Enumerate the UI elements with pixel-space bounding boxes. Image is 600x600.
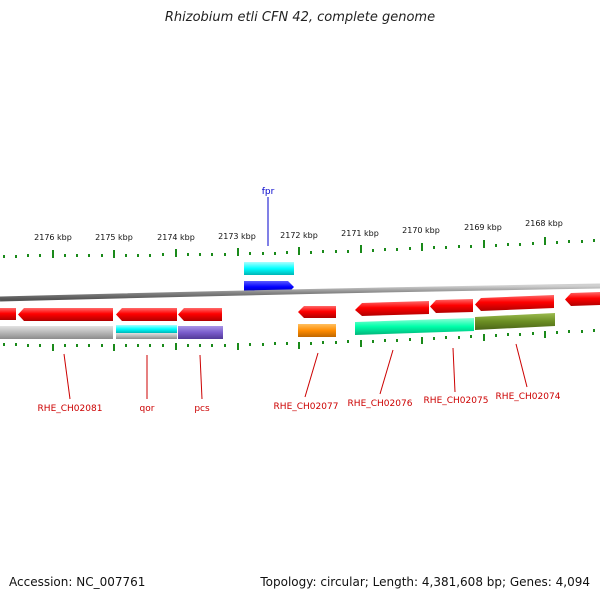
- rhe-ch02077-feature-box[interactable]: [298, 324, 336, 337]
- feature-boxes: [0, 313, 555, 339]
- lower-scale-ticks: [3, 329, 595, 351]
- scale-label-2170kbp: 2170 kbp: [402, 226, 440, 235]
- rhe-ch02074-leader-line: [515, 343, 528, 388]
- gene-label-rhe-ch02077[interactable]: RHE_CH02077: [274, 402, 339, 412]
- gene-arrow-rhe-ch02076[interactable]: [355, 301, 429, 316]
- rhe-ch02076-feature-box[interactable]: [355, 318, 474, 335]
- scale-label-2176kbp: 2176 kbp: [34, 233, 72, 242]
- gene-arrow-rhe-ch02074[interactable]: [475, 295, 554, 311]
- qor-feature-box-grey[interactable]: [116, 333, 177, 339]
- map-title: Rhizobium etli CFN 42, complete genome: [164, 10, 436, 25]
- scale-label-2171kbp: 2171 kbp: [341, 229, 379, 238]
- gene-arrow-rhe-ch02077[interactable]: [298, 306, 336, 318]
- scale-label-2174kbp: 2174 kbp: [157, 233, 195, 242]
- genome-backbone: [0, 283, 600, 302]
- gene-label-qor[interactable]: qor: [140, 404, 155, 414]
- qor-feature-box-cyan[interactable]: [116, 325, 177, 333]
- gene-arrow-rhe-ch02073[interactable]: [565, 292, 600, 306]
- accession-text: Accession: NC_007761: [9, 575, 146, 589]
- gene-label-fpr[interactable]: fpr: [262, 187, 275, 197]
- pcs-leader-line: [199, 354, 203, 400]
- upper-scale-ticks: [3, 237, 595, 258]
- gene-arrow-pcs[interactable]: [178, 308, 222, 321]
- rhe-ch02075-leader-line: [452, 347, 456, 393]
- gene-arrow-rhe-ch02081[interactable]: [18, 308, 113, 321]
- scale-label-2175kbp: 2175 kbp: [95, 233, 133, 242]
- reverse-strand-genes: [0, 292, 600, 321]
- fpr-feature-box[interactable]: [244, 262, 294, 275]
- gene-label-rhe-ch02075[interactable]: RHE_CH02075: [424, 396, 489, 406]
- scale-label-2173kbp: 2173 kbp: [218, 232, 256, 241]
- gene-label-rhe-ch02076[interactable]: RHE_CH02076: [348, 399, 413, 409]
- gene-label-rhe-ch02074[interactable]: RHE_CH02074: [496, 392, 561, 402]
- rhe-ch02076-leader-line: [379, 349, 394, 395]
- gene-label-rhe-ch02081[interactable]: RHE_CH02081: [38, 404, 103, 414]
- scale-label-2168kbp: 2168 kbp: [525, 219, 563, 228]
- rhe-ch02077-leader-line: [304, 352, 319, 398]
- gene-arrow-qor[interactable]: [116, 308, 177, 321]
- gene-arrow-rhe-ch02082[interactable]: [0, 308, 16, 320]
- rhe-ch02081-feature-box[interactable]: [0, 326, 113, 339]
- scale-label-2169kbp: 2169 kbp: [464, 223, 502, 232]
- pcs-feature-box[interactable]: [178, 326, 223, 339]
- scale-label-2172kbp: 2172 kbp: [280, 231, 318, 240]
- rhe-ch02081-leader-line: [63, 353, 71, 400]
- gene-leader-lines: [63, 343, 528, 400]
- rhe-ch02074-feature-box[interactable]: [475, 313, 555, 330]
- genome-summary-text: Topology: circular; Length: 4,381,608 bp…: [260, 575, 590, 589]
- gene-arrow-rhe-ch02075[interactable]: [430, 299, 473, 313]
- gene-label-pcs[interactable]: pcs: [194, 404, 210, 414]
